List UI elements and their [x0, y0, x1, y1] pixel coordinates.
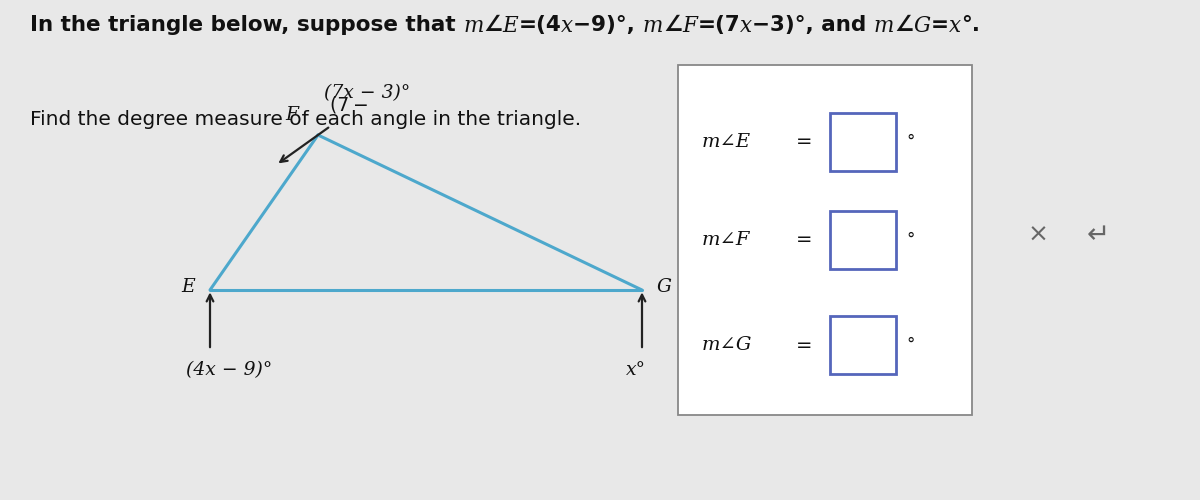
- Text: °.: °.: [961, 15, 979, 35]
- Text: m∠F: m∠F: [702, 231, 750, 249]
- Text: E: E: [181, 278, 196, 296]
- Text: ∠: ∠: [664, 15, 683, 35]
- Text: ∠: ∠: [894, 15, 913, 35]
- Text: G: G: [913, 15, 931, 37]
- Text: ↵: ↵: [1086, 221, 1110, 249]
- Text: x: x: [562, 15, 574, 37]
- Text: F: F: [683, 15, 697, 37]
- Text: −9)°,: −9)°,: [574, 15, 643, 35]
- Text: x: x: [949, 15, 961, 37]
- Bar: [830, 316, 896, 374]
- Text: m∠E: m∠E: [702, 133, 751, 151]
- Text: x: x: [740, 15, 752, 37]
- Text: m: m: [463, 15, 484, 37]
- Text: ×: ×: [1027, 223, 1049, 247]
- Text: m: m: [874, 15, 894, 37]
- Text: m∠G: m∠G: [702, 336, 752, 354]
- Bar: [830, 211, 896, 269]
- Text: =: =: [796, 230, 812, 250]
- Text: x°: x°: [626, 361, 646, 379]
- Text: (7x − 3)°: (7x − 3)°: [324, 84, 410, 102]
- Text: =: =: [796, 132, 812, 152]
- Text: =(4: =(4: [518, 15, 562, 35]
- Text: (4x − 9)°: (4x − 9)°: [186, 361, 272, 379]
- Text: =(7: =(7: [697, 15, 740, 35]
- Bar: [830, 114, 896, 171]
- Text: m: m: [643, 15, 664, 37]
- Text: =: =: [796, 336, 812, 354]
- Text: −3)°, and: −3)°, and: [752, 15, 874, 35]
- Text: (7 −: (7 −: [330, 96, 372, 114]
- Bar: [678, 65, 972, 415]
- Text: °: °: [906, 133, 914, 151]
- Text: °: °: [906, 336, 914, 354]
- Text: F: F: [286, 106, 298, 124]
- Text: Find the degree measure of each angle in the triangle.: Find the degree measure of each angle in…: [30, 110, 581, 129]
- Text: E: E: [503, 15, 518, 37]
- Text: °: °: [906, 231, 914, 249]
- Text: =: =: [931, 15, 949, 35]
- Text: G: G: [656, 278, 671, 296]
- Text: In the triangle below, suppose that: In the triangle below, suppose that: [30, 15, 463, 35]
- Text: ∠: ∠: [484, 15, 503, 35]
